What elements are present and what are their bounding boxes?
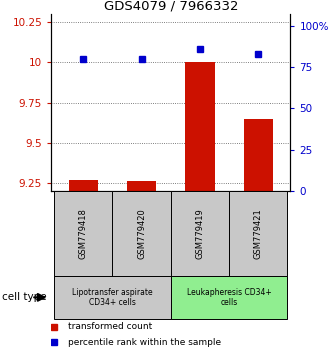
Title: GDS4079 / 7966332: GDS4079 / 7966332 <box>104 0 238 13</box>
Text: GSM779420: GSM779420 <box>137 208 146 259</box>
Bar <box>127 181 156 191</box>
Bar <box>113 191 171 276</box>
Bar <box>244 119 273 191</box>
Text: GSM779419: GSM779419 <box>195 208 205 259</box>
Bar <box>69 180 98 191</box>
Bar <box>229 191 287 276</box>
Bar <box>185 62 214 191</box>
Text: transformed count: transformed count <box>68 322 152 331</box>
Bar <box>54 191 113 276</box>
Text: Leukapheresis CD34+
cells: Leukapheresis CD34+ cells <box>187 288 272 307</box>
Bar <box>171 191 229 276</box>
Text: Lipotransfer aspirate
CD34+ cells: Lipotransfer aspirate CD34+ cells <box>72 288 153 307</box>
Bar <box>54 276 171 319</box>
Bar <box>171 276 287 319</box>
Text: GSM779418: GSM779418 <box>79 208 88 259</box>
Text: cell type: cell type <box>2 292 46 302</box>
Text: GSM779421: GSM779421 <box>254 208 263 259</box>
Text: percentile rank within the sample: percentile rank within the sample <box>68 338 221 347</box>
